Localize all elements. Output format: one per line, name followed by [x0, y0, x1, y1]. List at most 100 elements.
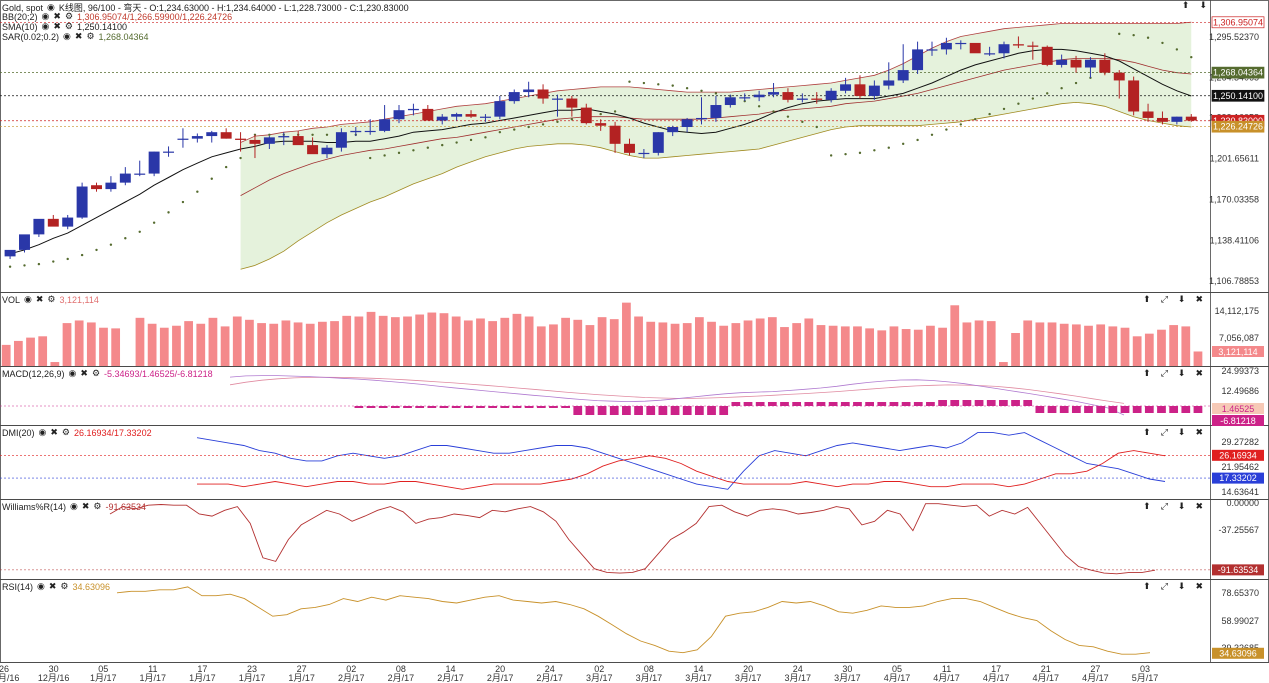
close-icon[interactable]: ✖	[53, 11, 61, 21]
candle-body	[854, 84, 866, 96]
close-icon[interactable]: ✖	[80, 368, 88, 378]
dmi-label-box	[1212, 449, 1264, 461]
candle-body	[278, 136, 290, 138]
expand-icon[interactable]: ⤢	[1160, 294, 1168, 304]
close-icon[interactable]: ✖	[1195, 501, 1203, 511]
gear-icon[interactable]: ⚙	[64, 11, 74, 21]
macd-hist-bar	[670, 406, 680, 415]
volume-bar	[342, 315, 352, 366]
sma-header: SMA(10) ◉ ✖ ⚙ 1,250.14100	[2, 21, 127, 32]
expand-icon[interactable]: ⤢	[1160, 368, 1168, 378]
macd-hist-bar	[549, 406, 558, 408]
sar-dot	[513, 128, 516, 131]
volume-bar	[609, 319, 619, 366]
x-month-label: 5月/17	[1132, 673, 1159, 683]
close-icon[interactable]: ✖	[81, 501, 90, 511]
gear-icon[interactable]: ⚙	[93, 501, 102, 511]
candle-body	[307, 145, 319, 155]
expand-icon[interactable]: ⤢	[1160, 427, 1168, 437]
eye-icon[interactable]: ◉	[37, 581, 45, 591]
macd-hist-bar	[622, 406, 631, 415]
x-month-label: 2月/17	[437, 673, 464, 683]
sar-dot	[224, 165, 228, 169]
close-icon[interactable]: ✖	[1195, 294, 1203, 304]
sar-dot	[268, 133, 271, 136]
up-arrow-icon[interactable]: ⬆	[1143, 501, 1151, 511]
candle-body	[263, 137, 275, 144]
volume-bar	[281, 320, 291, 366]
gear-icon[interactable]: ⚙	[91, 368, 101, 378]
gear-icon[interactable]: ⚙	[61, 427, 70, 437]
dmi-tick-label: 14.63641	[1221, 487, 1259, 497]
up-arrow-icon[interactable]: ⬆	[1181, 0, 1190, 10]
up-arrow-icon[interactable]: ⬆	[1143, 368, 1151, 378]
eye-icon[interactable]: ◉	[63, 31, 71, 41]
volume-bar	[901, 329, 911, 366]
macd-hist-bar	[415, 406, 425, 408]
sar-dot	[196, 190, 199, 193]
sar-dot	[873, 149, 876, 152]
down-arrow-icon[interactable]: ⬇	[1199, 0, 1207, 10]
volume-bar	[1169, 325, 1179, 366]
x-tick-label: 17	[197, 664, 207, 674]
wr-value: -91.63534	[105, 501, 147, 512]
volume-bar	[670, 323, 680, 366]
candle-body	[825, 90, 837, 100]
eye-icon[interactable]: ◉	[47, 2, 55, 12]
gear-icon[interactable]: ⚙	[86, 31, 95, 41]
close-icon[interactable]: ✖	[50, 427, 58, 437]
candle-body	[1156, 117, 1168, 122]
expand-icon[interactable]: ⤢	[1160, 501, 1168, 511]
gear-icon[interactable]: ⚙	[47, 294, 56, 304]
sar-dot	[66, 257, 69, 261]
eye-icon[interactable]: ◉	[68, 368, 77, 378]
macd-hist-bar	[561, 406, 570, 408]
up-arrow-icon[interactable]: ⬆	[1143, 294, 1151, 304]
sar-dot	[23, 264, 26, 267]
macd-axis-label: 1.46525	[1222, 404, 1255, 414]
close-icon[interactable]: ✖	[1195, 368, 1203, 378]
bb-values: 1,306.95074/1,266.59900/1,226.24726	[77, 11, 233, 22]
wr-tick-label: -37.25567	[1218, 525, 1259, 535]
vol-label: VOL	[2, 294, 21, 305]
eye-icon[interactable]: ◉	[24, 294, 32, 304]
close-icon[interactable]: ✖	[1195, 427, 1203, 437]
eye-icon[interactable]: ◉	[70, 501, 78, 511]
up-arrow-icon[interactable]: ⬆	[1143, 427, 1151, 437]
volume-bar	[694, 317, 704, 366]
volume-bar	[512, 313, 522, 366]
close-icon[interactable]: ✖	[1195, 581, 1203, 591]
close-icon[interactable]: ✖	[53, 21, 61, 31]
macd-hist-bar	[792, 402, 802, 406]
close-icon[interactable]: ✖	[74, 31, 83, 41]
volume-bar	[780, 327, 789, 366]
down-arrow-icon[interactable]: ⬇	[1177, 294, 1186, 304]
eye-icon[interactable]: ◉	[41, 11, 50, 21]
sar-dot	[959, 123, 962, 126]
gear-icon[interactable]: ⚙	[60, 581, 69, 591]
close-icon[interactable]: ✖	[35, 294, 44, 304]
down-arrow-icon[interactable]: ⬇	[1177, 427, 1186, 437]
macd-hist-bar	[1071, 406, 1081, 413]
eye-icon[interactable]: ◉	[38, 427, 47, 437]
macd-hist-bar	[1011, 400, 1020, 406]
down-arrow-icon[interactable]: ⬇	[1177, 501, 1186, 511]
close-icon[interactable]: ✖	[48, 581, 57, 591]
gear-icon[interactable]: ⚙	[64, 21, 73, 31]
williams-r-line	[109, 503, 1156, 575]
candle-body	[537, 89, 549, 99]
candle-body	[163, 151, 175, 153]
dmi-header: DMI(20) ◉ ✖ ⚙ 26.16934/17.33202	[2, 427, 152, 438]
vol-tick-label: 7,056,087	[1219, 333, 1259, 343]
down-arrow-icon[interactable]: ⬇	[1177, 368, 1186, 378]
eye-icon[interactable]: ◉	[41, 21, 50, 31]
volume-bar	[597, 317, 607, 366]
volume-bar	[159, 327, 169, 366]
up-arrow-icon[interactable]: ⬆	[1143, 581, 1151, 591]
expand-icon[interactable]: ⤢	[1160, 581, 1168, 591]
down-arrow-icon[interactable]: ⬇	[1177, 581, 1186, 591]
vol-label-box	[1212, 346, 1264, 357]
x-month-label: 4月/17	[983, 673, 1010, 683]
candle-body	[350, 130, 362, 133]
